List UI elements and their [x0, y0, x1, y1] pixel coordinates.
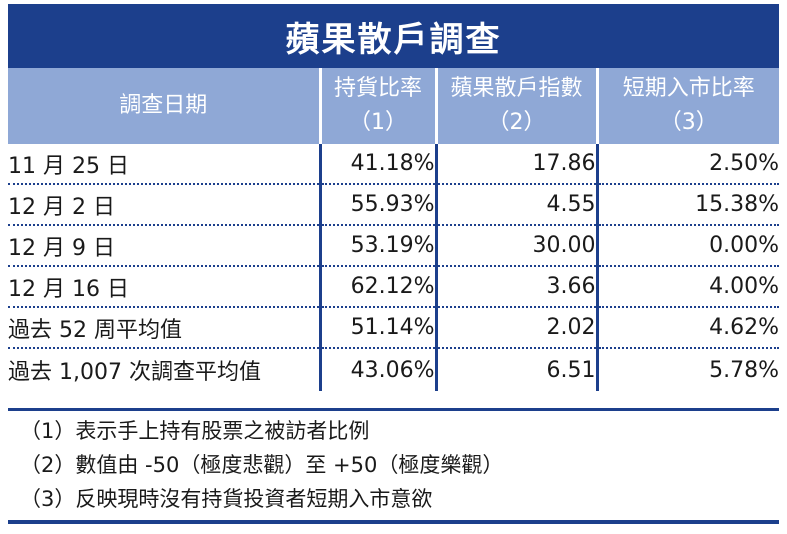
cell-short-term-ratio: 2.50%	[595, 144, 779, 185]
footnote-3: （3）反映現時沒有持貨投資者短期入市意欲	[20, 487, 433, 511]
survey-table-graphic: 蘋果散戶調查 調查日期 持貨比率 （1） 蘋果散戶指數 （2） 短期入市比率	[8, 4, 779, 526]
table-row: 12 月 9 日 53.19% 30.00 0.00%	[8, 225, 779, 267]
header-retail-index: 蘋果散戶指數 （2）	[434, 68, 597, 144]
cell-date: 過去 52 周平均值	[8, 307, 320, 349]
header-row: 調查日期 持貨比率 （1） 蘋果散戶指數 （2） 短期入市比率 （3）	[8, 68, 779, 144]
header-survey-date-label: 調查日期	[119, 93, 208, 118]
cell-holding-ratio: 55.93%	[318, 184, 436, 226]
table-row: 11 月 25 日 41.18% 17.86 2.50%	[8, 144, 779, 185]
cell-short-term-ratio: 4.00%	[595, 266, 779, 308]
cell-date: 過去 1,007 次調查平均值	[8, 360, 261, 385]
cell-short-term-ratio: 4.62%	[595, 307, 779, 349]
header-short-term-ratio-label: 短期入市比率	[622, 76, 755, 101]
table-divider	[8, 408, 779, 411]
header-short-term-ratio-note: （3）	[659, 110, 718, 135]
table-row: 12 月 2 日 55.93% 4.55 15.38%	[8, 184, 779, 226]
cell-date: 11 月 25 日	[8, 144, 320, 185]
cell-short-term-ratio: 5.78%	[595, 348, 779, 391]
cell-holding-ratio: 53.19%	[318, 225, 436, 267]
cell-short-term-ratio: 15.38%	[595, 184, 779, 226]
cell-retail-index: 6.51	[434, 348, 597, 391]
header-retail-index-label: 蘋果散戶指數	[450, 76, 583, 101]
table-title: 蘋果散戶調查	[8, 4, 779, 68]
cell-holding-ratio: 51.14%	[318, 307, 436, 349]
header-holding-ratio-note: （1）	[349, 110, 407, 135]
table-row: 過去 1,007 次調查平均值 43.06% 6.51 5.78%	[8, 348, 779, 391]
cell-short-term-ratio: 0.00%	[595, 225, 779, 267]
cell-retail-index: 30.00	[434, 225, 597, 267]
cell-retail-index: 3.66	[434, 266, 597, 308]
header-short-term-ratio: 短期入市比率 （3）	[595, 68, 779, 144]
cell-date: 12 月 2 日	[8, 184, 320, 226]
table-row: 過去 52 周平均值 51.14% 2.02 4.62%	[8, 307, 779, 349]
cell-date: 12 月 16 日	[8, 266, 320, 308]
table-row: 12 月 16 日 62.12% 3.66 4.00%	[8, 266, 779, 308]
header-holding-ratio-label: 持貨比率	[333, 76, 422, 101]
cell-holding-ratio: 41.18%	[318, 144, 436, 185]
header-holding-ratio: 持貨比率 （1）	[318, 68, 436, 144]
cell-retail-index: 2.02	[434, 307, 597, 349]
survey-table: 調查日期 持貨比率 （1） 蘋果散戶指數 （2） 短期入市比率 （3） 11 月…	[8, 68, 779, 391]
footnote-2: （2）數值由 -50（極度悲觀）至 +50（極度樂觀）	[20, 453, 504, 477]
footnotes: （1）表示手上持有股票之被訪者比例 （2）數值由 -50（極度悲觀）至 +50（…	[20, 414, 770, 516]
cell-retail-index: 4.55	[434, 184, 597, 226]
footnote-1: （1）表示手上持有股票之被訪者比例	[20, 419, 370, 443]
cell-holding-ratio: 62.12%	[318, 266, 436, 308]
cell-holding-ratio: 43.06%	[318, 348, 436, 391]
bottom-divider	[8, 520, 779, 524]
header-retail-index-note: （2）	[487, 110, 546, 135]
cell-retail-index: 17.86	[434, 144, 597, 185]
cell-date: 12 月 9 日	[8, 225, 320, 267]
header-survey-date: 調查日期	[8, 68, 320, 144]
